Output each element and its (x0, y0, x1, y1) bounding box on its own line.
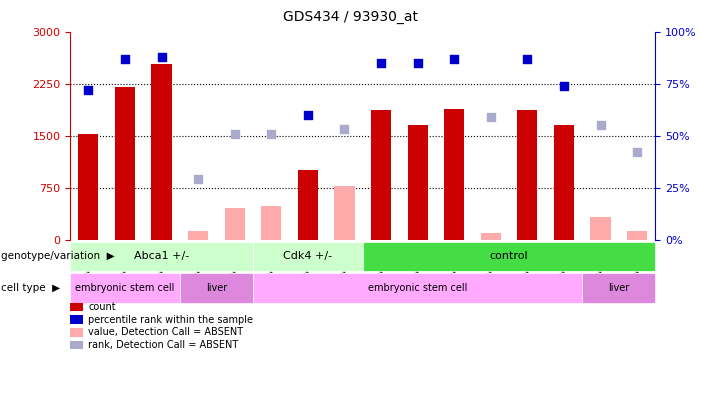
Text: liver: liver (206, 283, 227, 293)
Bar (444, 109, 464, 240)
Bar (334, 185, 355, 240)
Bar (115, 87, 135, 240)
Text: value, Detection Call = ABSENT: value, Detection Call = ABSENT (88, 327, 243, 337)
Point (449, 55, 460, 62)
Point (339, 126, 350, 133)
Point (302, 112, 313, 118)
Text: count: count (88, 302, 116, 312)
Bar (261, 206, 281, 240)
Text: control: control (490, 251, 529, 261)
Point (559, 82, 570, 89)
Point (156, 53, 167, 60)
Text: embryonic stem cell: embryonic stem cell (368, 283, 468, 293)
Point (412, 60, 423, 66)
Point (266, 130, 277, 137)
Point (119, 55, 130, 62)
Bar (79, 133, 98, 240)
Bar (151, 63, 172, 240)
Bar (371, 110, 391, 240)
Point (376, 60, 387, 66)
Bar (481, 232, 501, 240)
Point (229, 130, 240, 137)
Bar (298, 170, 318, 240)
Text: Cdk4 +/-: Cdk4 +/- (283, 251, 332, 261)
Text: genotype/variation  ▶: genotype/variation ▶ (1, 251, 115, 261)
Text: GDS434 / 93930_at: GDS434 / 93930_at (283, 10, 418, 24)
Bar (590, 217, 611, 240)
Bar (224, 208, 245, 240)
Bar (627, 231, 647, 240)
Text: percentile rank within the sample: percentile rank within the sample (88, 314, 253, 325)
Text: embryonic stem cell: embryonic stem cell (75, 283, 175, 293)
Text: cell type  ▶: cell type ▶ (1, 283, 60, 293)
Point (193, 176, 204, 183)
Bar (554, 125, 574, 240)
Bar (407, 125, 428, 240)
Point (83, 87, 94, 93)
Point (595, 122, 606, 128)
Bar (188, 231, 208, 240)
Point (522, 55, 533, 62)
Text: Abca1 +/-: Abca1 +/- (134, 251, 189, 261)
Bar (517, 110, 538, 240)
Point (632, 149, 643, 155)
Text: liver: liver (608, 283, 629, 293)
Point (485, 114, 496, 120)
Text: rank, Detection Call = ABSENT: rank, Detection Call = ABSENT (88, 340, 238, 350)
